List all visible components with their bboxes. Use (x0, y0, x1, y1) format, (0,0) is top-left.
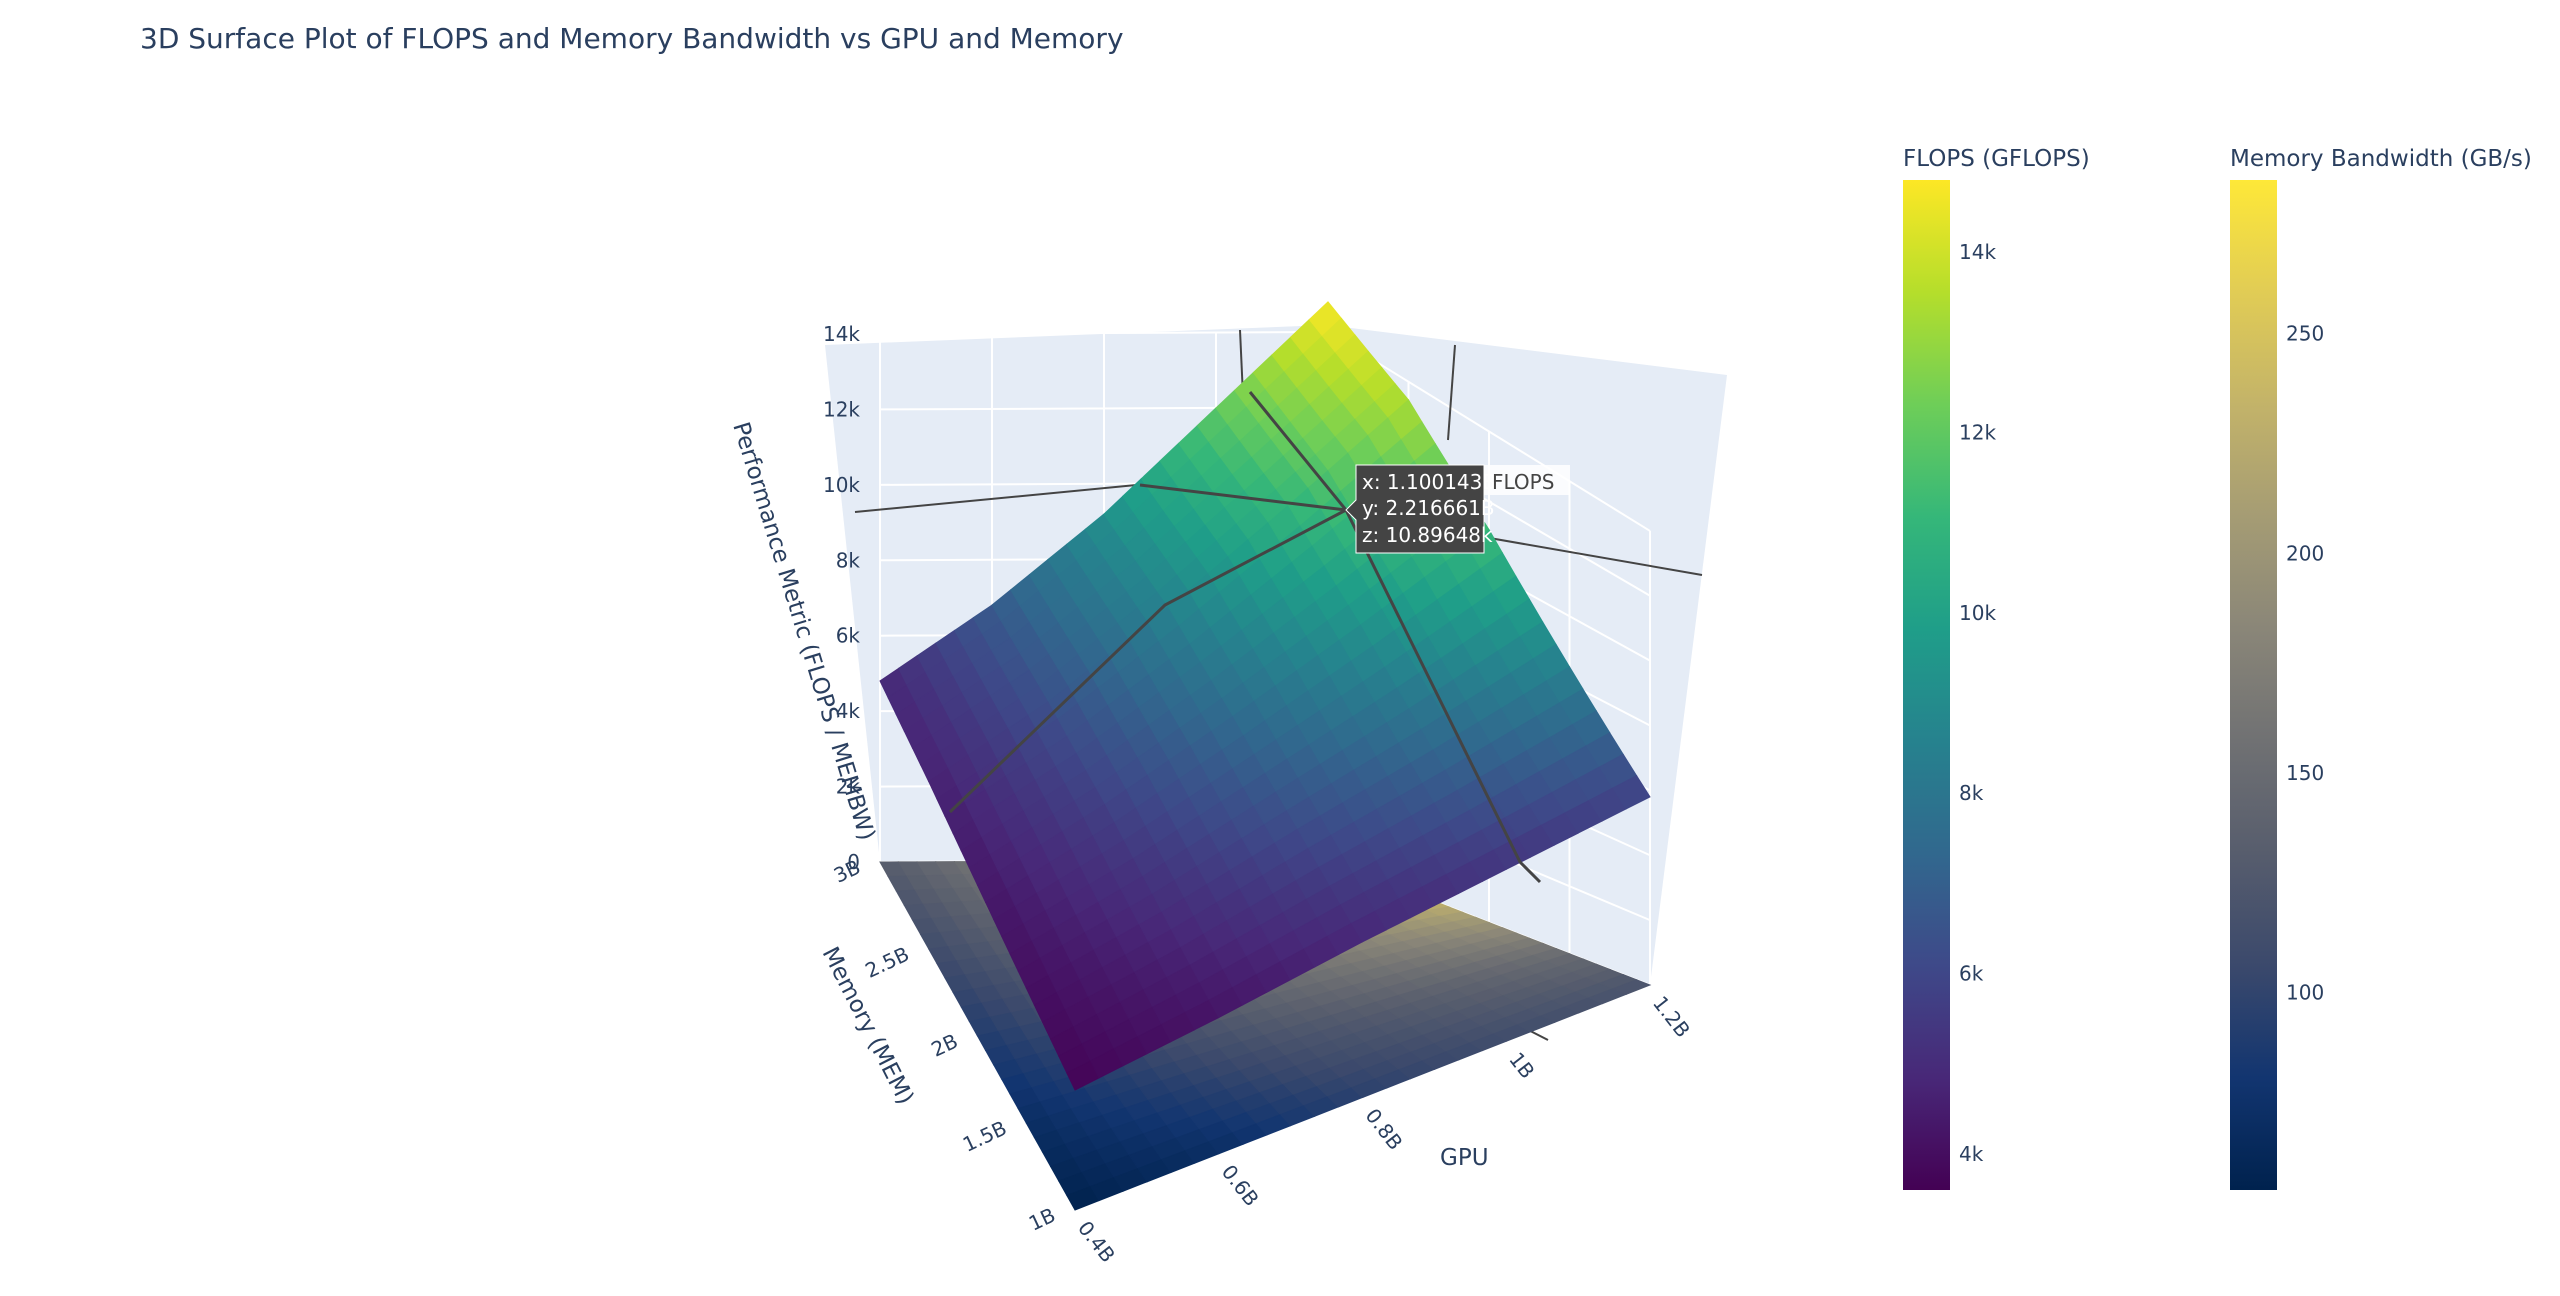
hover-trace-name: FLOPS (1492, 470, 1554, 494)
colorbar-tick-label: 4k (1959, 1142, 1984, 1166)
y-tick-label: 1B (1025, 1203, 1059, 1236)
colorbar-tick-label: 10k (1959, 601, 1996, 625)
x-tick-label: 0.6B (1217, 1160, 1264, 1211)
z-axis-ticks: 0 2k 4k 6k 8k 10k 12k 14k (823, 322, 860, 874)
x-tick-label: 0.8B (1361, 1104, 1408, 1155)
z-tick-label: 0 (847, 850, 860, 874)
colorbar-tick-label: 200 (2286, 541, 2324, 565)
hover-z: z: 10.89648k (1362, 523, 1493, 547)
x-axis-title: GPU (1440, 1145, 1489, 1171)
y-tick-label: 1.5B (959, 1116, 1010, 1157)
z-tick-label: 8k (836, 548, 861, 572)
chart-title: 3D Surface Plot of FLOPS and Memory Band… (140, 22, 1124, 55)
z-tick-label: 10k (823, 473, 860, 497)
flops-colorbar-title: FLOPS (GFLOPS) (1903, 146, 2090, 172)
colorbar-tick-label: 8k (1959, 781, 1984, 805)
surface-cell[interactable] (1612, 775, 1651, 810)
z-tick-label: 2k (836, 775, 861, 799)
z-tick-label: 12k (823, 397, 860, 421)
flops-colorbar-ticks: 4k 6k 8k 10k 12k 14k (1959, 240, 1996, 1166)
colorbar-tick-label: 14k (1959, 240, 1996, 264)
z-tick-label: 6k (836, 624, 861, 648)
flops-surface[interactable] (879, 301, 1651, 1091)
z-tick-label: 14k (823, 322, 860, 346)
membw-colorbar-bar (2230, 180, 2277, 1190)
colorbar-tick-label: 150 (2286, 761, 2324, 785)
hover-x: x: 1.100143B (1362, 470, 1496, 494)
y-tick-label: 2B (927, 1029, 961, 1062)
colorbar-tick-label: 100 (2286, 980, 2324, 1004)
flops-colorbar[interactable]: FLOPS (GFLOPS) 4k 6k 8k 10k 12k 14k (1903, 146, 2090, 1190)
z-tick-label: 4k (836, 699, 861, 723)
colorbar-tick-label: 12k (1959, 421, 1996, 445)
membw-colorbar-ticks: 100 150 200 250 (2286, 322, 2324, 1005)
flops-colorbar-bar (1903, 180, 1950, 1190)
hover-y: y: 2.216661B (1362, 496, 1495, 520)
x-tick-label: 1.2B (1648, 991, 1695, 1042)
hover-spike-lines (948, 391, 1542, 884)
x-tick-label: 0.4B (1073, 1216, 1120, 1267)
colorbar-tick-label: 250 (2286, 322, 2324, 346)
hover-tooltip: x: 1.100143B y: 2.216661B z: 10.89648k F… (1345, 464, 1570, 554)
membw-colorbar[interactable]: Memory Bandwidth (GB/s) 100 150 200 250 (2230, 146, 2532, 1190)
y-tick-label: 2.5B (861, 942, 912, 983)
colorbar-tick-label: 6k (1959, 962, 1984, 986)
x-tick-label: 1B (1504, 1048, 1539, 1084)
membw-colorbar-title: Memory Bandwidth (GB/s) (2230, 146, 2532, 172)
surface-cell[interactable] (1611, 979, 1652, 995)
